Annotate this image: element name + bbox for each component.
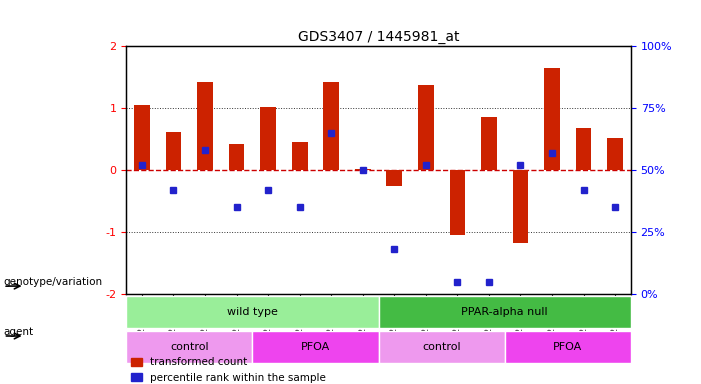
- Bar: [386, 170, 402, 185]
- FancyBboxPatch shape: [252, 331, 379, 363]
- Bar: [512, 170, 529, 243]
- FancyBboxPatch shape: [505, 331, 631, 363]
- Bar: [292, 142, 308, 170]
- Text: PFOA: PFOA: [553, 342, 583, 352]
- Bar: [576, 128, 592, 170]
- Text: control: control: [170, 342, 209, 352]
- Text: genotype/variation: genotype/variation: [4, 277, 102, 287]
- Text: PPAR-alpha null: PPAR-alpha null: [461, 307, 548, 317]
- Bar: [544, 68, 560, 170]
- Bar: [260, 107, 276, 170]
- Bar: [323, 82, 339, 170]
- Bar: [229, 144, 245, 170]
- FancyBboxPatch shape: [126, 296, 379, 328]
- Bar: [449, 170, 465, 235]
- FancyBboxPatch shape: [379, 296, 631, 328]
- Text: agent: agent: [4, 327, 34, 337]
- Bar: [607, 138, 623, 170]
- Text: PFOA: PFOA: [301, 342, 330, 352]
- Bar: [134, 105, 150, 170]
- Text: control: control: [422, 342, 461, 352]
- Bar: [481, 118, 497, 170]
- Bar: [197, 82, 213, 170]
- FancyBboxPatch shape: [379, 331, 505, 363]
- Legend: transformed count, percentile rank within the sample: transformed count, percentile rank withi…: [131, 358, 326, 382]
- Text: wild type: wild type: [227, 307, 278, 317]
- Bar: [165, 132, 182, 170]
- Bar: [418, 84, 434, 170]
- FancyBboxPatch shape: [126, 331, 252, 363]
- Title: GDS3407 / 1445981_at: GDS3407 / 1445981_at: [298, 30, 459, 44]
- Bar: [355, 169, 371, 170]
